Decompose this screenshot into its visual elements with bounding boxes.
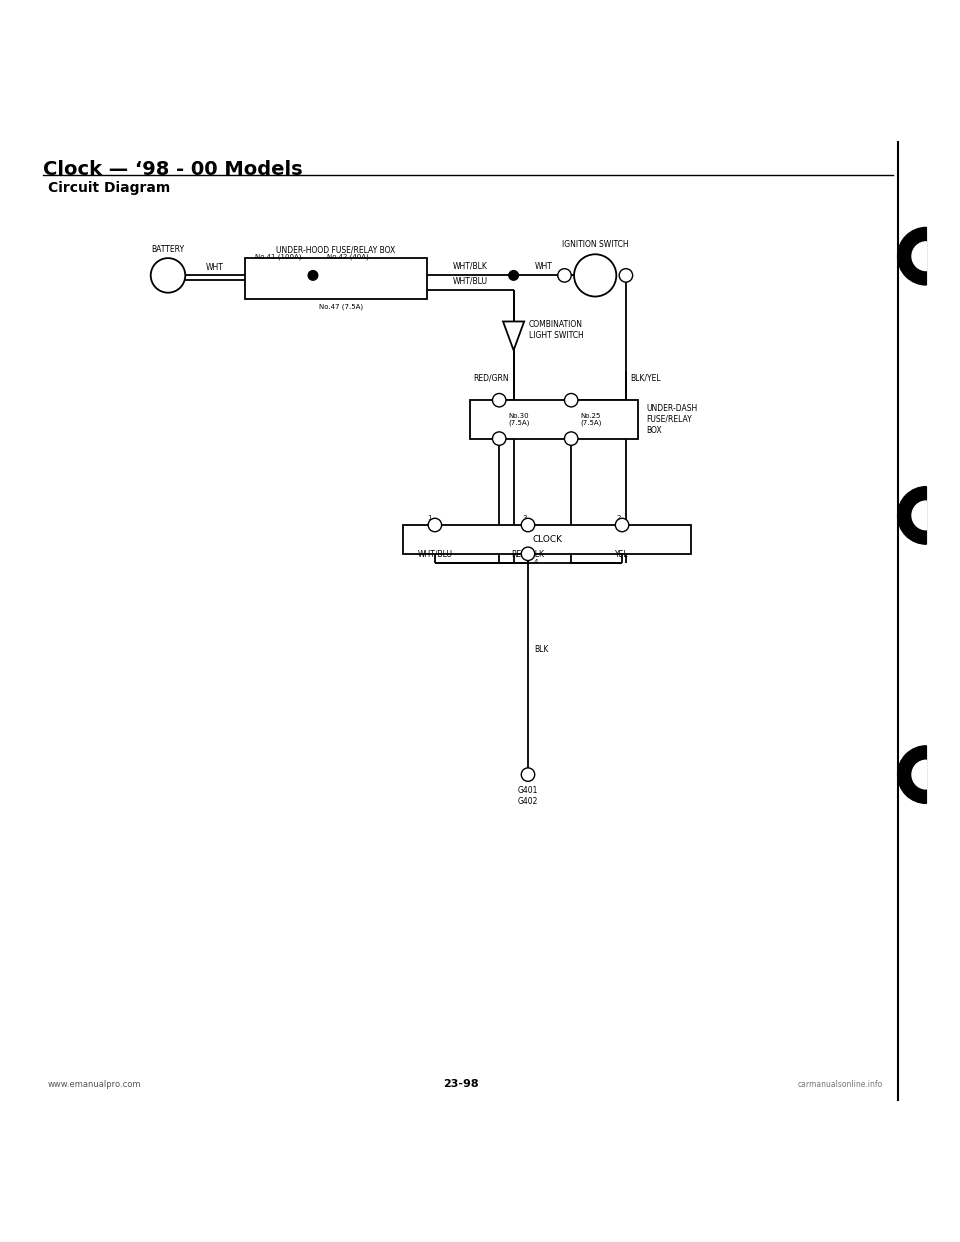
Text: www.emanualpro.com: www.emanualpro.com bbox=[48, 1081, 141, 1089]
Text: No.42 (40A): No.42 (40A) bbox=[326, 253, 369, 260]
Text: carmanualsonline.info: carmanualsonline.info bbox=[798, 1081, 883, 1089]
Text: YEL: YEL bbox=[615, 550, 629, 559]
Wedge shape bbox=[912, 242, 926, 271]
Text: +: + bbox=[163, 271, 173, 281]
Text: Circuit Diagram: Circuit Diagram bbox=[48, 181, 170, 195]
Circle shape bbox=[521, 518, 535, 532]
Wedge shape bbox=[912, 501, 926, 530]
Text: CLOCK: CLOCK bbox=[532, 535, 563, 544]
Circle shape bbox=[151, 258, 185, 293]
Polygon shape bbox=[503, 322, 524, 350]
Text: 3: 3 bbox=[523, 515, 527, 522]
Text: RED/BLK: RED/BLK bbox=[512, 550, 544, 559]
Bar bbox=[470, 400, 638, 438]
Wedge shape bbox=[898, 487, 926, 544]
Text: BAT: BAT bbox=[588, 267, 602, 273]
Text: 23-98: 23-98 bbox=[443, 1079, 479, 1089]
Circle shape bbox=[521, 768, 535, 781]
Text: UNDER-HOOD FUSE/RELAY BOX: UNDER-HOOD FUSE/RELAY BOX bbox=[276, 245, 396, 255]
Circle shape bbox=[492, 432, 506, 446]
Text: G401
G402: G401 G402 bbox=[517, 786, 539, 806]
Wedge shape bbox=[898, 745, 926, 804]
Text: RED/GRN: RED/GRN bbox=[473, 374, 509, 383]
Text: IGNITION SWITCH: IGNITION SWITCH bbox=[562, 241, 629, 250]
Text: WHT/BLU: WHT/BLU bbox=[453, 277, 488, 286]
Text: No.25
(7.5A): No.25 (7.5A) bbox=[581, 412, 602, 426]
Text: WHT/BLU: WHT/BLU bbox=[418, 550, 452, 559]
Text: 1: 1 bbox=[427, 515, 431, 522]
Text: BLK: BLK bbox=[534, 646, 548, 655]
Wedge shape bbox=[912, 760, 926, 789]
Circle shape bbox=[492, 394, 506, 407]
Text: 4: 4 bbox=[534, 559, 539, 565]
Circle shape bbox=[564, 394, 578, 407]
Text: No.47 (7.5A): No.47 (7.5A) bbox=[319, 303, 363, 309]
Text: COMBINATION
LIGHT SWITCH: COMBINATION LIGHT SWITCH bbox=[529, 320, 584, 340]
Circle shape bbox=[521, 546, 535, 560]
Circle shape bbox=[308, 271, 318, 281]
Circle shape bbox=[619, 268, 633, 282]
Text: 2: 2 bbox=[617, 515, 621, 522]
Circle shape bbox=[428, 518, 442, 532]
Circle shape bbox=[564, 432, 578, 446]
Text: UNDER-DASH
FUSE/RELAY
BOX: UNDER-DASH FUSE/RELAY BOX bbox=[646, 404, 697, 435]
Text: BLK/YEL: BLK/YEL bbox=[631, 374, 661, 383]
Circle shape bbox=[615, 518, 629, 532]
Bar bbox=[403, 525, 691, 554]
Text: No.41 (100A): No.41 (100A) bbox=[255, 253, 301, 260]
Text: WHT/BLK: WHT/BLK bbox=[453, 262, 488, 271]
Text: IG1: IG1 bbox=[589, 279, 601, 286]
Circle shape bbox=[509, 271, 518, 281]
Text: Clock — ‘98 - 00 Models: Clock — ‘98 - 00 Models bbox=[43, 160, 302, 179]
Text: No.30
(7.5A): No.30 (7.5A) bbox=[509, 412, 530, 426]
Circle shape bbox=[574, 255, 616, 297]
Text: WHT: WHT bbox=[535, 262, 553, 271]
Text: BATTERY: BATTERY bbox=[152, 245, 184, 255]
Bar bbox=[245, 258, 427, 299]
Text: WHT: WHT bbox=[206, 262, 224, 272]
Wedge shape bbox=[898, 227, 926, 284]
Circle shape bbox=[558, 268, 571, 282]
